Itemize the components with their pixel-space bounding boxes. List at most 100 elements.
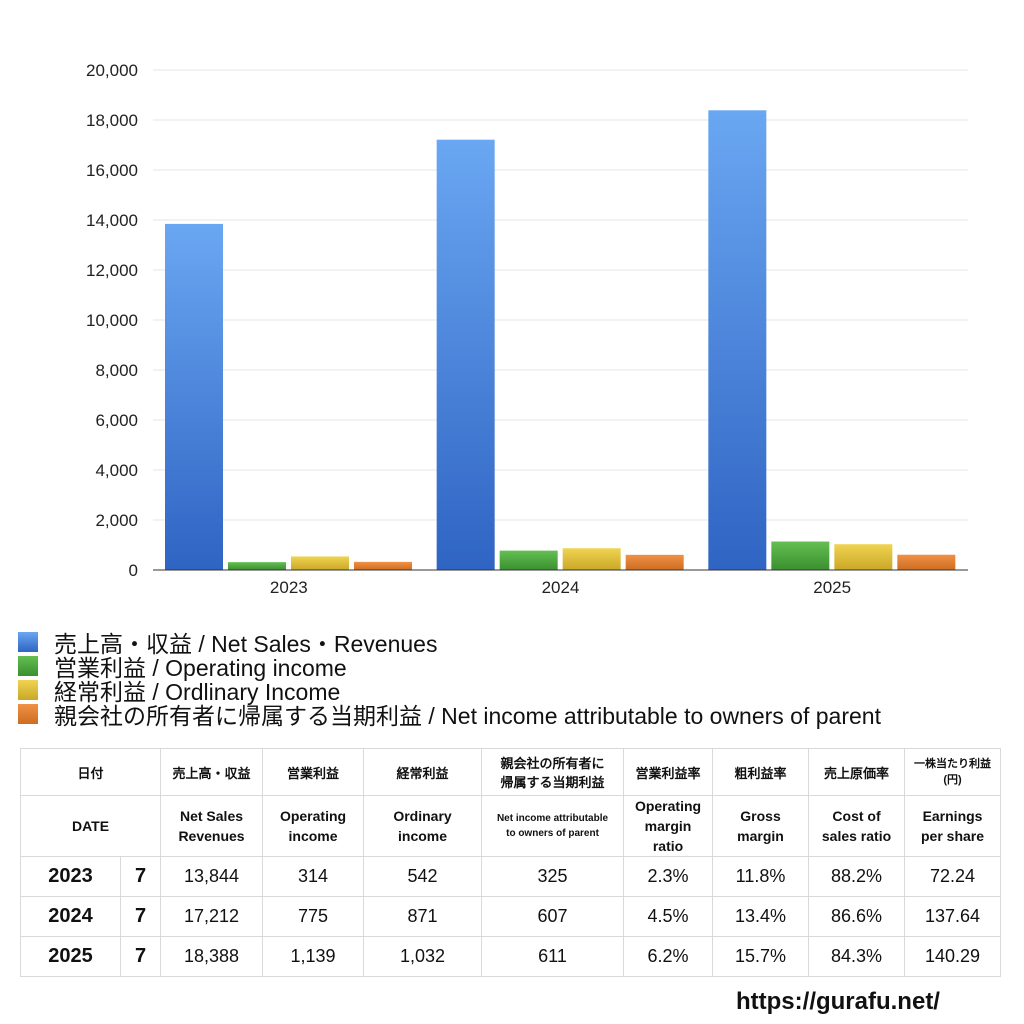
cell-month: 7	[119, 856, 162, 897]
bar-ordinary-income-2025	[834, 544, 893, 570]
legend-label-operating-income: 営業利益 / Operating income	[54, 655, 347, 681]
header-cost-ratio-jp: 売上原価率	[808, 748, 906, 796]
header-sales-jp: 売上高・収益	[160, 748, 264, 796]
cell-sales: 17,212	[160, 896, 264, 937]
header-net-income-en-line2: to owners of parent	[506, 828, 599, 839]
header-gross-margin-en-line2: margin	[737, 828, 784, 844]
header-cost-ratio-en-line1: Cost of	[832, 808, 881, 824]
header-eps-jp-line2: (円)	[943, 774, 962, 786]
legend-item-operating-income: 営業利益 / Operating income	[18, 654, 1018, 681]
cell-month: 7	[119, 896, 162, 937]
bar-chart: 0 2,000 4,000 6,000 8,000 10,000 12,000 14,000 1…	[86, 61, 968, 597]
cell-gross-margin: 13.4%	[712, 896, 810, 937]
header-sales-en: Net Sales Revenues	[160, 795, 264, 857]
header-gross-margin-en-line1: Gross	[740, 808, 781, 824]
header-eps-en-line2: per share	[920, 828, 985, 844]
legend-item-net-income: 親会社の所有者に帰属する当期利益 / Net income attributab…	[18, 702, 1018, 729]
legend-swatch-net-income	[18, 704, 38, 724]
header-eps-en: Earnings per share	[904, 795, 1002, 857]
bar-net-income-2024	[625, 554, 684, 570]
cell-operating-income: 314	[262, 856, 365, 897]
header-eps-jp: 一株当たり利益 (円)	[904, 748, 1002, 796]
bar-sales-2024	[436, 139, 495, 570]
header-operating-income-jp: 営業利益	[262, 748, 365, 796]
cell-cost-ratio: 84.3%	[808, 936, 906, 977]
cell-gross-margin: 11.8%	[712, 856, 810, 897]
header-operating-income-en-line1: Operating	[279, 808, 347, 824]
x-tick-label: 2024	[542, 578, 580, 597]
y-tick-label: 20,000	[86, 61, 138, 80]
header-operating-income-en: Operating income	[262, 795, 365, 857]
table-header-japanese: 日付 売上高・収益 営業利益 経常利益 親会社の所有者に 帰属する当期利益 営業利…	[19, 748, 1002, 796]
y-tick-label: 0	[129, 561, 138, 580]
header-net-income-en: Net income attributable to owners of pare…	[481, 795, 625, 857]
header-net-income-jp-line1: 親会社の所有者に	[500, 756, 605, 771]
legend: 売上高・収益 / Net Sales・Revenues 営業利益 / Opera…	[18, 630, 1018, 729]
y-tick-label: 6,000	[95, 411, 138, 430]
legend-swatch-ordinary-income	[18, 680, 38, 700]
legend-swatch-operating-income	[18, 656, 38, 676]
legend-item-ordinary-income: 経常利益 / Ordlinary Income	[18, 678, 1018, 705]
cell-eps: 137.64	[904, 896, 1002, 937]
header-cost-ratio-en: Cost of sales ratio	[808, 795, 906, 857]
legend-label-net-income: 親会社の所有者に帰属する当期利益 / Net income attributab…	[54, 703, 881, 729]
y-tick-label: 16,000	[86, 161, 138, 180]
cell-year: 2025	[20, 936, 121, 977]
header-date-jp: 日付	[19, 748, 162, 796]
x-tick-label: 2023	[270, 578, 308, 597]
cell-ordinary-income: 871	[363, 896, 483, 937]
cell-operating-income: 1,139	[262, 936, 365, 977]
header-ordinary-income-en-line1: Ordinary	[393, 808, 452, 824]
header-operating-margin-en: Operating margin ratio	[623, 795, 714, 857]
cell-operating-margin: 6.2%	[623, 936, 714, 977]
cell-net-income: 607	[481, 896, 625, 937]
table-row: 2025 7 18,388 1,139 1,032 611 6.2% 15.7%…	[20, 936, 1002, 977]
header-operating-margin-en-line2: margin	[644, 818, 692, 834]
bar-sales-2025	[708, 110, 767, 571]
header-gross-margin-jp: 粗利益率	[712, 748, 810, 796]
bar-operating-income-2023	[228, 562, 286, 570]
y-tick-label: 2,000	[95, 511, 138, 530]
cell-sales: 13,844	[160, 856, 264, 897]
source-url[interactable]: https://gurafu.net/	[736, 988, 940, 1015]
cell-cost-ratio: 88.2%	[808, 856, 906, 897]
grid-lines	[153, 69, 968, 521]
header-ordinary-income-jp: 経常利益	[363, 748, 483, 796]
legend-label-ordinary-income: 経常利益 / Ordlinary Income	[54, 679, 341, 705]
cell-ordinary-income: 1,032	[363, 936, 483, 977]
cell-year: 2023	[20, 856, 121, 897]
header-net-income-jp-line2: 帰属する当期利益	[500, 775, 605, 790]
bar-net-income-2025	[897, 554, 956, 570]
bar-ordinary-income-2023	[291, 556, 349, 570]
header-ordinary-income-en-line2: income	[398, 828, 448, 844]
header-date-en: DATE	[19, 795, 162, 857]
legend-label-sales: 売上高・収益 / Net Sales・Revenues	[54, 631, 438, 657]
x-tick-label: 2025	[813, 578, 851, 597]
header-operating-income-en-line2: income	[288, 828, 338, 844]
cell-year: 2024	[20, 896, 121, 937]
y-tick-label: 10,000	[86, 311, 138, 330]
cell-eps: 140.29	[904, 936, 1002, 977]
legend-swatch-sales	[18, 632, 38, 652]
header-ordinary-income-en: Ordinary income	[363, 795, 483, 857]
x-tick-labels: 2023 2024 2025	[270, 578, 851, 597]
bar-net-income-2023	[354, 561, 412, 570]
cell-gross-margin: 15.7%	[712, 936, 810, 977]
legend-item-sales: 売上高・収益 / Net Sales・Revenues	[18, 630, 1018, 657]
header-eps-en-line1: Earnings	[922, 808, 983, 824]
cell-operating-margin: 4.5%	[623, 896, 714, 937]
financial-data-table: 日付 売上高・収益 営業利益 経常利益 親会社の所有者に 帰属する当期利益 営業利…	[19, 748, 1002, 977]
bar-operating-income-2024	[499, 550, 558, 570]
table-row: 2024 7 17,212 775 871 607 4.5% 13.4% 86.…	[20, 896, 1002, 937]
cell-eps: 72.24	[904, 856, 1002, 897]
cell-operating-margin: 2.3%	[623, 856, 714, 897]
y-tick-label: 18,000	[86, 111, 138, 130]
y-tick-label: 12,000	[86, 261, 138, 280]
cell-net-income: 325	[481, 856, 625, 897]
cell-net-income: 611	[481, 936, 625, 977]
header-operating-margin-jp: 営業利益率	[623, 748, 714, 796]
header-eps-jp-line1: 一株当たり利益	[914, 758, 992, 770]
header-sales-en-line1: Net Sales	[179, 808, 244, 824]
header-operating-margin-en-line1: Operating	[634, 798, 702, 814]
cell-operating-income: 775	[262, 896, 365, 937]
